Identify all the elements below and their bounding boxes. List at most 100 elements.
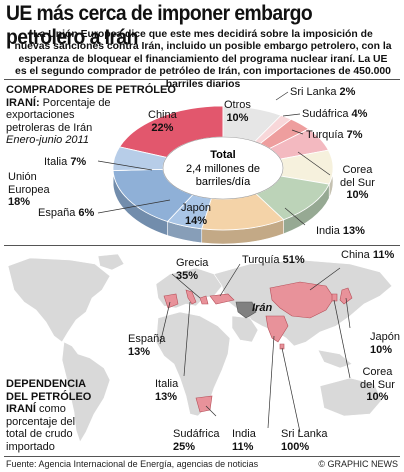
page-title: UE más cerca de imponer embargo petroler… (6, 2, 313, 49)
pie-label-sudafrica-name: Sudáfrica (302, 108, 349, 120)
pie-label-ue-name2: Europea (8, 183, 50, 196)
greece-shape (199, 295, 209, 305)
donut-hole (162, 136, 284, 200)
map-heading-line2: DEL PETRÓLEO (6, 390, 92, 403)
pie-label-ue-value: 18% (8, 196, 31, 208)
pie-label-ue: Unión Europea 18% (8, 171, 50, 209)
leader-lines (97, 91, 331, 226)
map-leader-lines (159, 263, 351, 433)
south-america-shape (61, 341, 111, 443)
donut-legend: COMPRADORES DE PETRÓLEO IRANÍ: Porcentaj… (6, 84, 176, 147)
map-label-grecia-value: 35% (176, 269, 199, 282)
greenland-shape (97, 253, 125, 271)
map-label-corea: Corea del Sur 10% (360, 366, 395, 404)
donut-period: Enero-junio 2011 (6, 134, 89, 146)
donut-heading-line1: COMPRADORES DE PETRÓLEO (6, 84, 176, 96)
map-label-china: China 11% (341, 249, 394, 262)
pie-label-japon-name: Japón (181, 202, 211, 214)
india-shape (265, 315, 289, 343)
map-label-srilanka-name: Sri Lanka (281, 428, 328, 440)
pie-label-china-name: China (148, 109, 177, 121)
pie-label-otros-value: 10% (226, 111, 249, 124)
donut-desc-3: petroleras de Irán (6, 121, 93, 134)
map-label-corea-name2: del Sur (360, 378, 395, 391)
map-label-india: India 11% (232, 428, 256, 453)
map-label-turquia: Turquía 51% (242, 254, 305, 267)
map-label-sudafrica: Sudáfrica 25% (173, 428, 219, 453)
australia-shape (319, 377, 383, 417)
donut-slices (112, 105, 334, 231)
map-label-india-name: India (232, 428, 256, 440)
map-label-japon-value: 10% (370, 343, 393, 356)
map-label-india-value: 11% (232, 440, 254, 453)
map-label-turquia-value: 51% (282, 254, 305, 266)
pie-label-china: China 22% (148, 109, 177, 134)
pie-label-srilanka-name: Sri Lanka (290, 86, 337, 98)
japan-shape (339, 287, 353, 305)
north-america-shape (7, 257, 111, 343)
donut-chart: Total 2,4 millones de barriles/día (97, 91, 334, 245)
map-label-espana-value: 13% (128, 345, 151, 358)
spain-shape (163, 293, 179, 309)
divider-bottom (4, 456, 400, 457)
map-heading-line3: IRANÍ (6, 403, 36, 415)
donut-center-line2: 2,4 millones de (186, 163, 260, 175)
map-label-corea-name1: Corea (362, 366, 393, 378)
pie-label-turquia-value: 7% (346, 129, 363, 141)
arabia-shape (231, 315, 259, 343)
turkey-shape (209, 293, 235, 305)
pie-label-italia-value: 7% (70, 156, 87, 168)
sri-lanka-shape (279, 343, 285, 350)
indonesia-shape (317, 349, 353, 369)
pie-label-india-name: India (316, 225, 340, 237)
map-desc-3: total de crudo (6, 428, 73, 440)
pie-label-china-value: 22% (151, 121, 174, 134)
korea-shape (331, 293, 338, 302)
map-label-turquia-name: Turquía (242, 254, 280, 266)
italy-shape (185, 289, 197, 305)
map-label-srilanka-value: 100% (281, 440, 310, 453)
map-label-espana: España 13% (128, 333, 165, 358)
map-label-sudafrica-name: Sudáfrica (173, 428, 220, 440)
pie-label-italia: Italia 7% (44, 156, 86, 169)
pie-label-otros: Otros 10% (224, 99, 251, 124)
map-label-iran: Irán (252, 302, 273, 314)
world-map (7, 253, 393, 443)
map-label-italia-value: 13% (155, 390, 178, 403)
footer-source: Fuente: Agencia Internacional de Energía… (6, 459, 259, 469)
map-label-italia: Italia 13% (155, 378, 178, 403)
pie-label-corea-value: 10% (346, 189, 369, 201)
map-desc-2: porcentaje del (6, 415, 76, 428)
pie-label-india: India 13% (316, 225, 365, 238)
pie-label-italia-name: Italia (44, 156, 68, 168)
pie-label-espana-value: 6% (78, 207, 95, 219)
donut-desc-2: exportaciones (6, 109, 75, 121)
donut-center-line3: barriles/día (196, 176, 251, 188)
map-label-corea-value: 10% (366, 391, 389, 403)
pie-label-sudafrica-value: 4% (351, 108, 368, 120)
map-label-china-name: China (341, 249, 370, 261)
pie-label-espana: España 6% (38, 207, 94, 220)
pie-label-sudafrica: Sudáfrica 4% (302, 108, 367, 121)
map-legend: DEPENDENCIA DEL PETRÓLEO IRANÍ como porc… (6, 378, 116, 453)
map-label-japon: Japón 10% (370, 331, 400, 356)
map-highlighted (163, 281, 353, 413)
map-label-china-value: 11% (372, 249, 395, 261)
divider-middle (4, 245, 400, 246)
donut-desc-1: Porcentaje de (42, 96, 111, 109)
map-label-grecia: Grecia 35% (176, 257, 208, 282)
pie-label-turquia-name: Turquía (306, 129, 344, 141)
pie-label-japon-value: 14% (184, 214, 207, 227)
map-desc-1: como (39, 403, 66, 415)
pie-label-srilanka: Sri Lanka 2% (290, 86, 355, 99)
map-label-japon-name: Japón (370, 331, 400, 343)
pie-label-espana-name: España (38, 207, 76, 219)
pie-label-corea-name1: Corea (342, 164, 373, 176)
map-label-sudafrica-value: 25% (173, 440, 196, 453)
donut-heading-iran: IRANÍ: (6, 96, 40, 109)
footer-credit: © GRAPHIC NEWS (318, 459, 398, 469)
map-label-espana-name: España (128, 333, 166, 345)
intro-text: La Unión Europea dice que este mes decid… (14, 29, 392, 90)
china-shape (269, 281, 335, 319)
donut-heading-line2: IRANÍ: Porcentaje de (6, 97, 176, 110)
